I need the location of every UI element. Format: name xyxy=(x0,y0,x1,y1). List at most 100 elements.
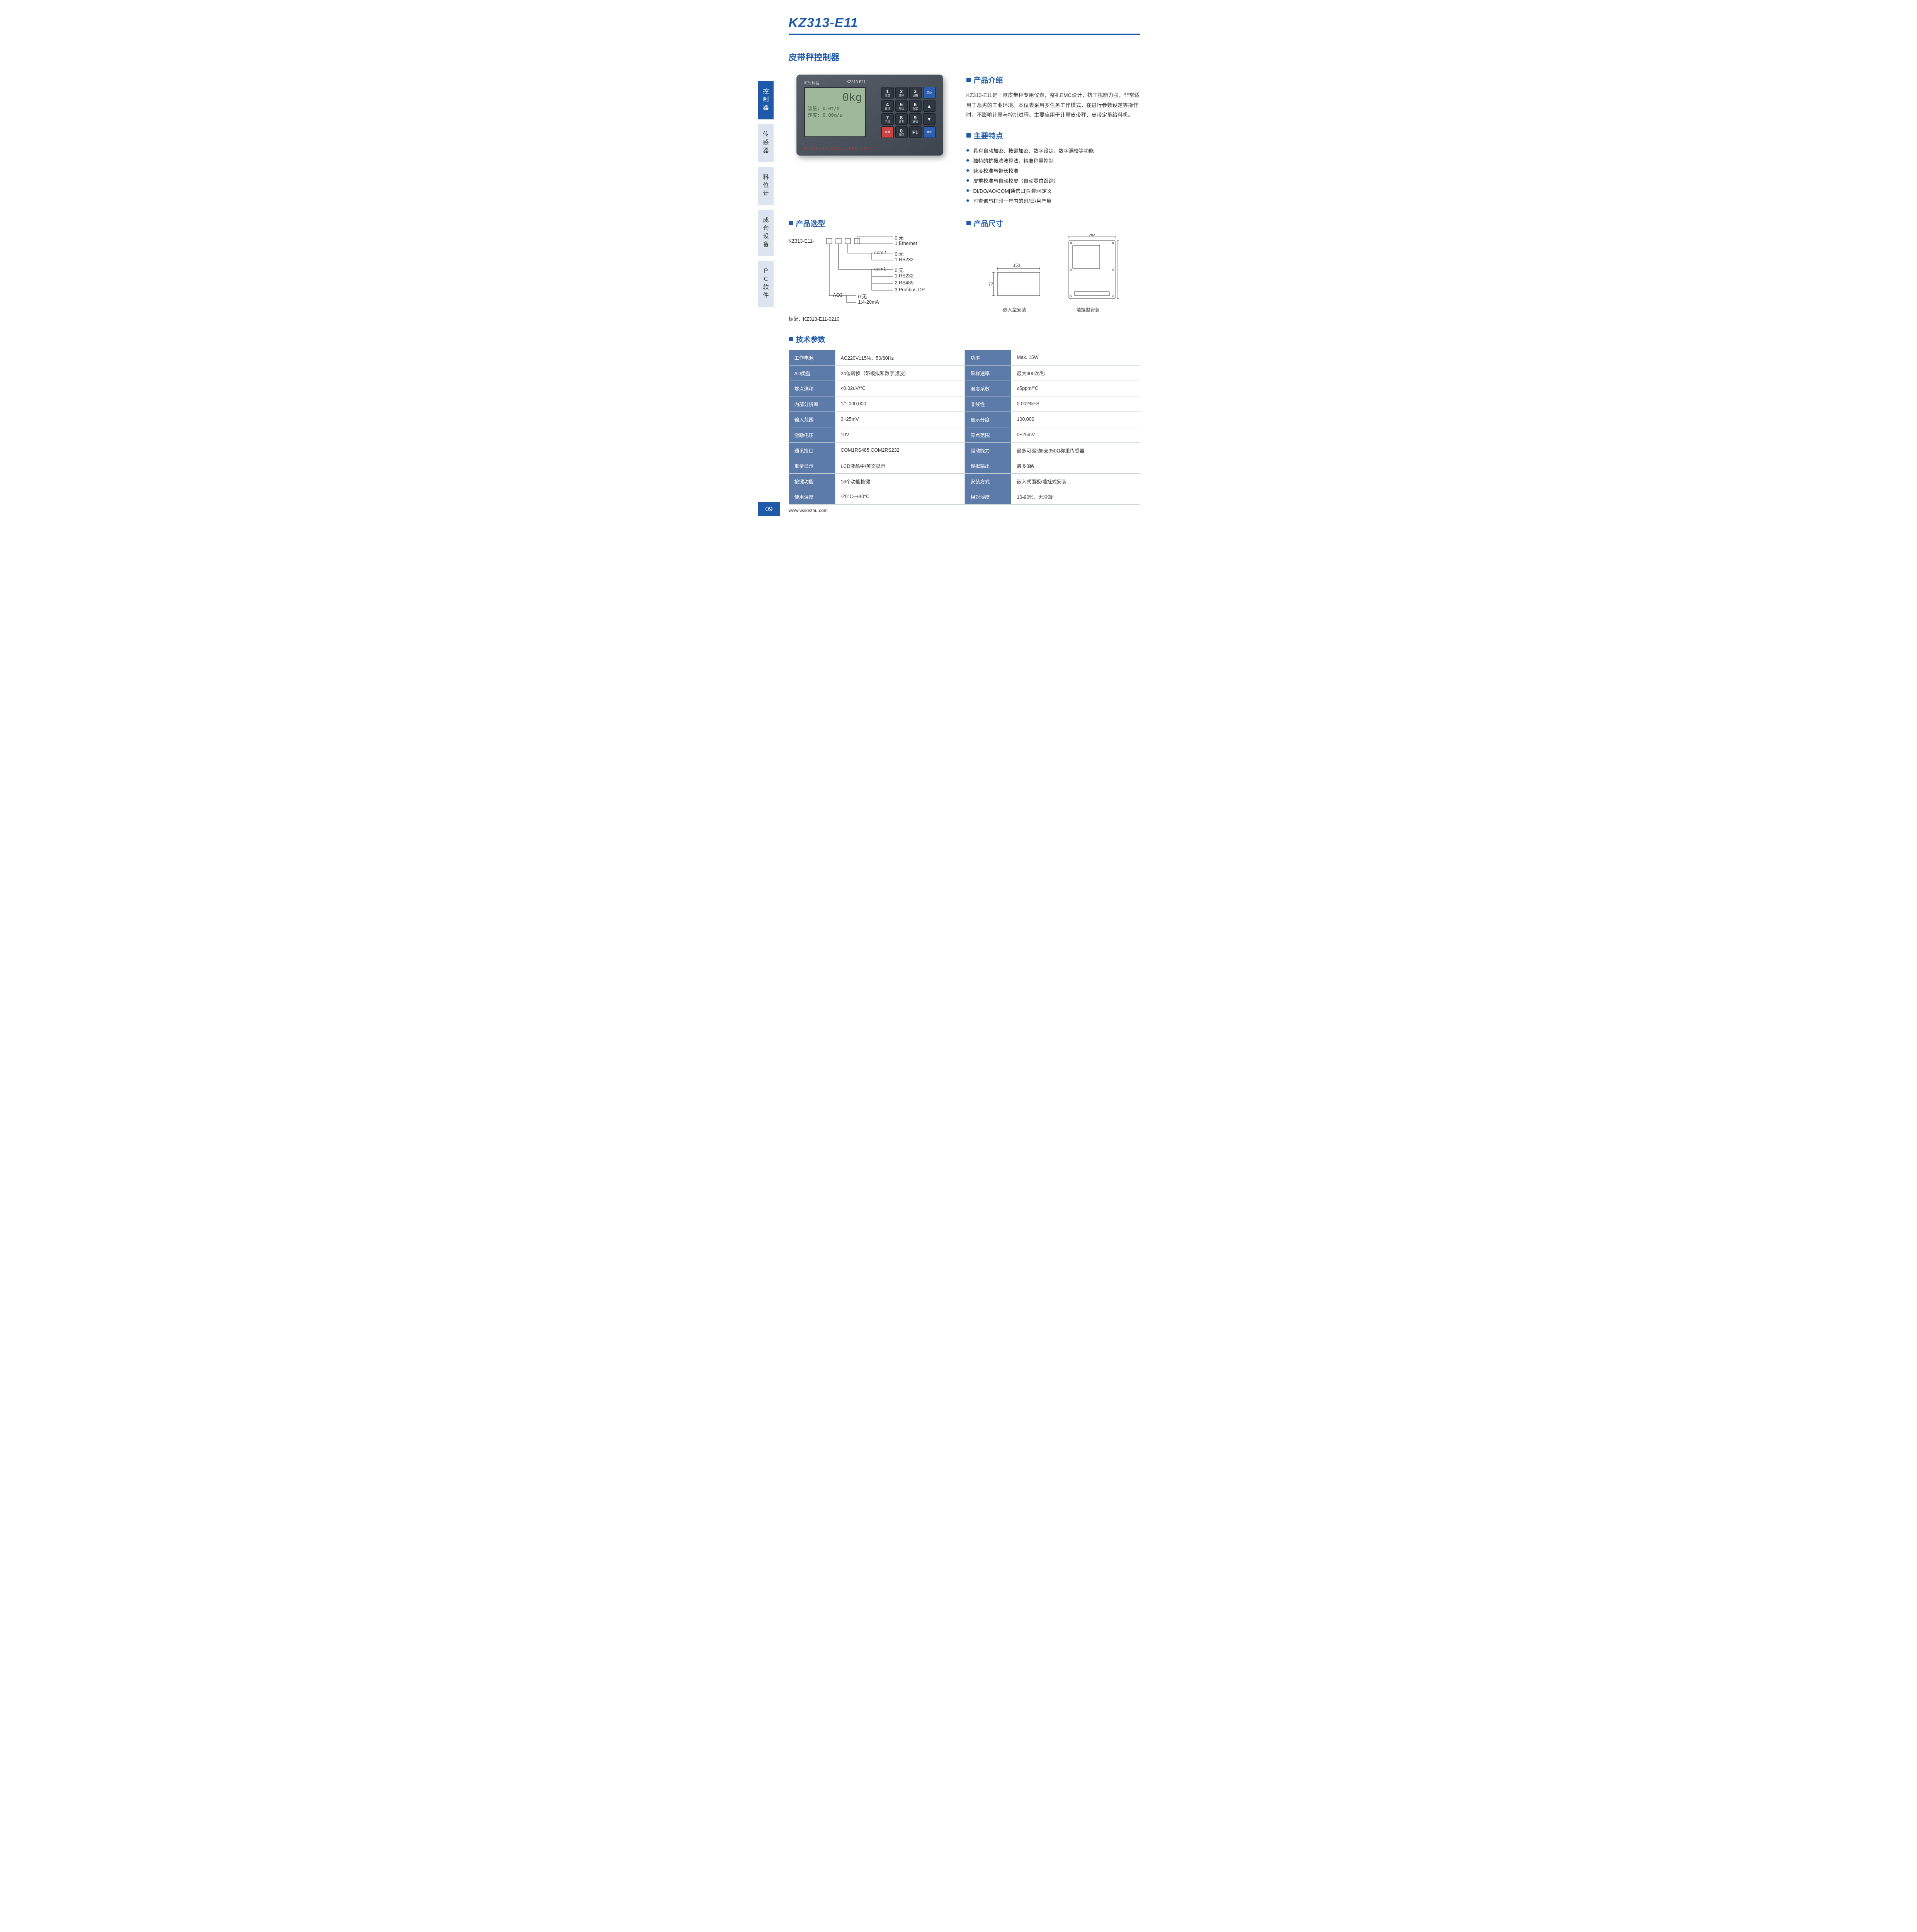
spec-label: 零点漂移 xyxy=(789,381,835,396)
device-key: 3日期 xyxy=(909,87,922,99)
device-leds: RUN AUTO EXT ALARM LOCK xyxy=(804,147,874,150)
table-row: 重量显示LCD液晶中/英文显示模拟输出最多3路 xyxy=(789,458,1140,473)
spec-value: 0.002%FS xyxy=(1011,396,1140,412)
intro-text: KZ313-E11是一款皮带秤专用仪表，整机EMC设计，抗干扰能力强，非常适用于… xyxy=(966,90,1140,120)
svg-text:153: 153 xyxy=(1013,263,1020,268)
section-spec-head: 技术参数 xyxy=(789,334,1140,344)
spec-label: 激励电压 xyxy=(789,427,835,442)
spec-value: 最多3路 xyxy=(1011,458,1140,473)
selection-note: 标配：KZ313-E11-0210 xyxy=(789,315,951,322)
spec-label: 工作电源 xyxy=(789,350,835,365)
device-key: 5外给 xyxy=(895,100,908,112)
svg-text:77: 77 xyxy=(988,282,993,287)
table-row: 输入范围0~25mV显示分度100,000 xyxy=(789,412,1140,427)
spec-label: 内部分辨率 xyxy=(789,396,835,412)
spec-value: AC220V±15%，50/60Hz xyxy=(835,350,965,365)
spec-value: 16个功能按键 xyxy=(835,473,965,489)
device-key: 2选择 xyxy=(895,87,908,99)
spec-label: 采样速率 xyxy=(965,365,1011,381)
table-row: 按键功能16个功能按键安装方式嵌入式面板/墙挂式安装 xyxy=(789,473,1140,489)
spec-label: 通讯接口 xyxy=(789,442,835,458)
device-photo: 可竹科技 KZ313-E11 0kg 流量: 0.0t/h 速度: 0.00m/… xyxy=(796,75,943,156)
spec-value: 0~25mV xyxy=(1011,427,1140,442)
page-title: KZ313-E11 xyxy=(789,15,1140,31)
spec-label: 安装方式 xyxy=(965,473,1011,489)
section-intro-head: 产品介绍 xyxy=(966,75,1140,85)
feature-item: 具有自动加密、按键加密、数字设定、数字调校等功能 xyxy=(966,146,1140,156)
section-sel-head: 产品选型 xyxy=(789,218,951,228)
spec-value: 10-90%，无冷凝 xyxy=(1011,489,1140,504)
spec-label: 相对湿度 xyxy=(965,489,1011,504)
spec-value: 100,000 xyxy=(1011,412,1140,427)
feature-list: 具有自动加密、按键加密、数字设定、数字调校等功能独特的抗振滤波算法，精准称量控制… xyxy=(966,146,1140,206)
spec-label: 模拟输出 xyxy=(965,458,1011,473)
device-key: 7手动 xyxy=(881,113,894,125)
device-key: 4自动 xyxy=(881,100,894,112)
table-row: 使用温度-20°C~+40°C相对湿度10-90%，无冷凝 xyxy=(789,489,1140,504)
spec-label: 按键功能 xyxy=(789,473,835,489)
device-keypad: 1设定2选择3日期菜单 4自动5外给6标定▲ 7手动8调零9联机▼ 软键0打印F1确定 xyxy=(881,87,936,138)
device-key: 1设定 xyxy=(881,87,894,99)
device-key: 8调零 xyxy=(895,113,908,125)
spec-value: 1/1,000,000 xyxy=(835,396,965,412)
side-tab[interactable]: 料位计 xyxy=(758,167,774,205)
device-model: KZ313-E11 xyxy=(847,80,866,84)
device-key: F1 xyxy=(909,126,922,138)
spec-label: 功率 xyxy=(965,350,1011,365)
spec-label: 温度系数 xyxy=(965,381,1011,396)
spec-value: 24位转换（带模拟和数字滤波） xyxy=(835,365,965,381)
title-rule xyxy=(789,34,1140,35)
feature-item: 可查询与打印一年内的班/日/月产量 xyxy=(966,196,1140,206)
selection-tree: KZ313-E11- 0:无 1:Ethernet com2 0:无 1:RS2… xyxy=(789,234,951,311)
device-key: ▼ xyxy=(923,113,936,125)
spec-value: LCD液晶中/英文显示 xyxy=(835,458,965,473)
spec-value: 最大400次/秒 xyxy=(1011,365,1140,381)
page-number: 09 xyxy=(758,502,781,516)
side-tab[interactable]: 控制器 xyxy=(758,81,774,119)
feature-item: 皮重校准与自动校皮（自动零位跟踪） xyxy=(966,176,1140,186)
spec-value: Max. 15W xyxy=(1011,350,1140,365)
section-feat-head: 主要特点 xyxy=(966,130,1140,141)
device-key: 确定 xyxy=(923,126,936,138)
device-key: 软键 xyxy=(881,126,894,138)
subtitle: 皮带秤控制器 xyxy=(789,51,1140,63)
spec-label: 重量显示 xyxy=(789,458,835,473)
side-tab[interactable]: 成套设备 xyxy=(758,210,774,256)
table-row: AD类型24位转换（带模拟和数字滤波）采样速率最大400次/秒 xyxy=(789,365,1140,381)
spec-value: 0~25mV xyxy=(835,412,965,427)
spec-label: 非线性 xyxy=(965,396,1011,412)
device-key: 0打印 xyxy=(895,126,908,138)
spec-label: 驱动能力 xyxy=(965,442,1011,458)
svg-text:202: 202 xyxy=(1089,234,1095,237)
spec-value: 嵌入式面板/墙挂式安装 xyxy=(1011,473,1140,489)
side-tab[interactable]: ＰＣ软件 xyxy=(758,261,774,307)
spec-value: <0.02uV/°C xyxy=(835,381,965,396)
spec-value: ≤5ppm/°C xyxy=(1011,381,1140,396)
section-dim-head: 产品尺寸 xyxy=(966,218,1140,228)
spec-label: 显示分度 xyxy=(965,412,1011,427)
spec-label: 使用温度 xyxy=(789,489,835,504)
spec-value: 10V xyxy=(835,427,965,442)
feature-item: 独特的抗振滤波算法，精准称量控制 xyxy=(966,156,1140,166)
spec-value: COM1RS485,COM2RS232 xyxy=(835,442,965,458)
device-key: ▲ xyxy=(923,100,936,112)
device-brand: 可竹科技 xyxy=(804,80,820,86)
spec-value: 最多可驱动8支350Ω称重传感器 xyxy=(1011,442,1140,458)
device-screen: 0kg 流量: 0.0t/h 速度: 0.00m/s xyxy=(804,87,866,137)
side-tab[interactable]: 传感器 xyxy=(758,124,774,162)
footer-url: www.wxkezhu.com xyxy=(789,508,828,513)
table-row: 通讯接口COM1RS485,COM2RS232驱动能力最多可驱动8支350Ω称重… xyxy=(789,442,1140,458)
device-key: 6标定 xyxy=(909,100,922,112)
spec-label: 零点范围 xyxy=(965,427,1011,442)
device-key: 9联机 xyxy=(909,113,922,125)
dimensions: 153 77 嵌入型安装 202 xyxy=(966,234,1140,313)
feature-item: DI/DO/AO/COM[通信口]功能可定义 xyxy=(966,186,1140,196)
device-key: 菜单 xyxy=(923,87,936,99)
table-row: 激励电压10V零点范围0~25mV xyxy=(789,427,1140,442)
table-row: 零点漂移<0.02uV/°C温度系数≤5ppm/°C xyxy=(789,381,1140,396)
table-row: 工作电源AC220V±15%，50/60Hz功率Max. 15W xyxy=(789,350,1140,365)
spec-table: 工作电源AC220V±15%，50/60Hz功率Max. 15WAD类型24位转… xyxy=(789,350,1140,505)
spec-value: -20°C~+40°C xyxy=(835,489,965,504)
spec-label: 输入范围 xyxy=(789,412,835,427)
table-row: 内部分辨率1/1,000,000非线性0.002%FS xyxy=(789,396,1140,412)
